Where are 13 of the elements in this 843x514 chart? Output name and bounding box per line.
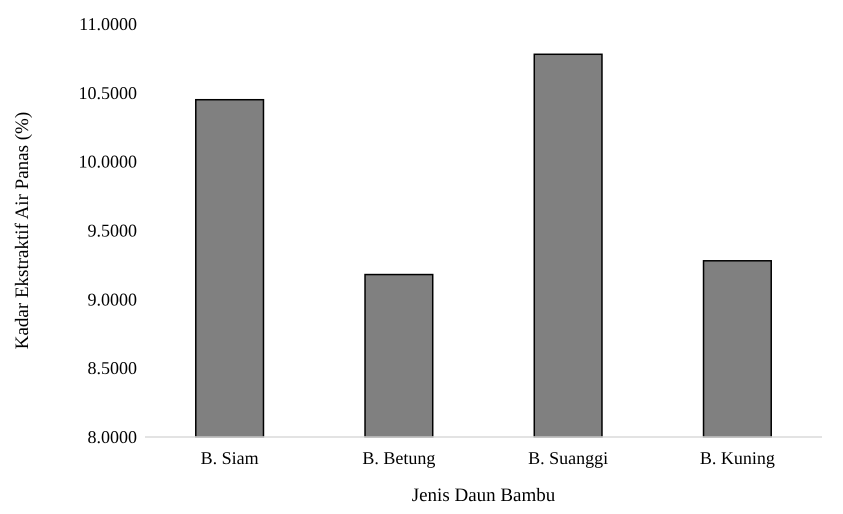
x-tick-label: B. Suanggi [528,448,608,468]
y-tick-label: 8.0000 [88,427,137,447]
x-tick-label: B. Kuning [700,448,775,468]
y-tick-label: 8.5000 [88,358,137,378]
y-tick-label: 10.0000 [78,152,137,172]
y-tick-label: 9.5000 [88,220,137,240]
x-tick-label: B. Betung [362,448,436,468]
y-axis-title: Kadar Ekstraktif Air Panas (%) [12,112,33,350]
y-tick-label: 9.0000 [88,289,137,310]
y-tick-label: 10.5000 [78,82,137,103]
x-tick-label: B. Siam [200,448,259,468]
y-tick-label: 11.0000 [79,14,137,34]
x-axis-title: Jenis Daun Bambu [412,485,556,506]
